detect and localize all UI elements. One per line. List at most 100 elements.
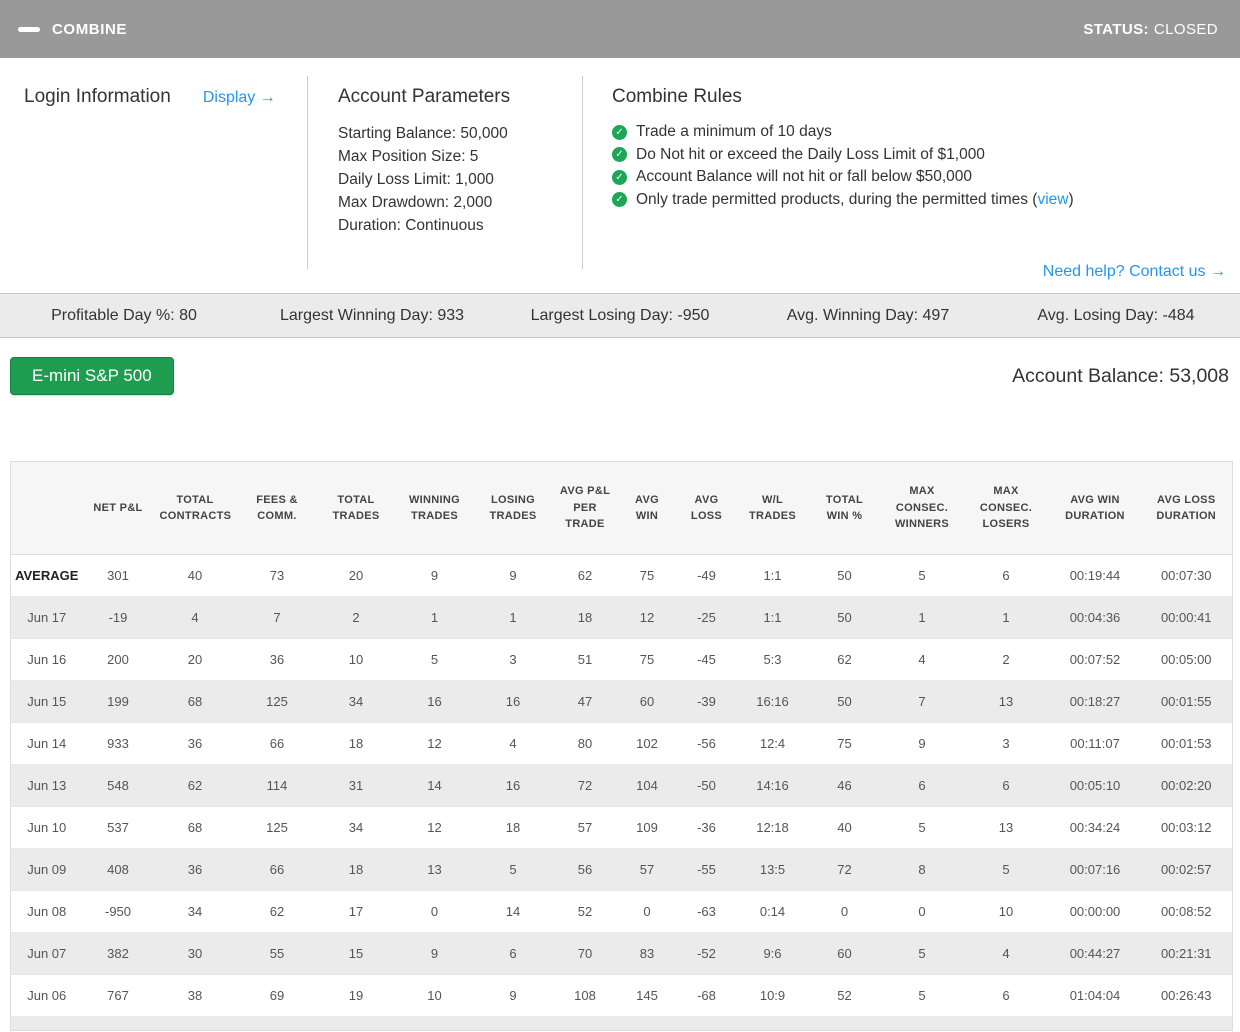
minimize-icon[interactable] [18, 26, 40, 32]
table-cell: 125 [266, 820, 288, 835]
table-cell: 34 [187, 904, 203, 919]
table-cell: 00:02:57 [1160, 862, 1212, 877]
table-cell: 62 [837, 652, 852, 667]
table-row: Jun 06 767 38 69 19 10 9 108 145 -68 10:9 52 5 6 01:04… [10, 974, 1233, 1017]
status-badge: STATUS: CLOSED [1083, 21, 1218, 38]
table-cell: -52 [697, 946, 716, 961]
table-cell: 00:07:52 [1069, 652, 1121, 667]
status-label: STATUS: [1083, 20, 1149, 38]
account-parameter: Duration: Continuous [338, 217, 484, 234]
table-cell: 408 [107, 862, 129, 877]
product-button[interactable]: E-mini S&P 500 [10, 357, 174, 395]
table-cell: 62 [187, 778, 203, 793]
stat-item: Avg. Winning Day: 497 [744, 307, 992, 325]
table-cell: 1 [430, 610, 439, 625]
status-value: CLOSED [1153, 20, 1218, 38]
table-cell: 20 [348, 568, 364, 583]
table-cell: 1 [1002, 610, 1010, 625]
table-cell: 5 [918, 988, 926, 1003]
table-cell: 00:44:27 [1069, 946, 1121, 961]
stat-value: 933 [437, 306, 465, 324]
table-cell: 80 [577, 736, 593, 751]
table-cell: 47 [577, 694, 593, 709]
daily-stats-table-wrap: NET P&L TOTAL CONTRACTS FEES & COMM. TOTAL … [10, 461, 1240, 1031]
table-cell: 40 [837, 820, 852, 835]
combine-title: COMBINE [52, 20, 128, 38]
table-cell: 00:08:52 [1160, 904, 1212, 919]
stat-item: Largest Winning Day: 933 [248, 307, 496, 325]
table-cell: 5 [918, 820, 926, 835]
table-cell: 00:19:44 [1069, 568, 1121, 583]
table-cell: 13:5 [759, 862, 786, 877]
table-row: Jun 16 200 20 36 10 5 3 51 75 -45 5:3 62 4 2 00:07:52 0… [10, 638, 1233, 681]
stat-label: Largest Losing Day: [530, 306, 678, 324]
column-header: TOTAL WIN % [807, 461, 882, 555]
account-parameter: Max Drawdown: 2,000 [338, 194, 493, 211]
table-cell: 00:11:07 [1070, 736, 1120, 751]
table-cell: 5 [918, 946, 926, 961]
column-header: NET P&L [82, 461, 154, 555]
table-cell: 114 [266, 778, 288, 793]
table-cell: 83 [639, 946, 655, 961]
table-row: AVERAGE 301 40 73 20 9 9 62 75 -49 1:1 50 5 6 00:19:44… [10, 554, 1233, 597]
table-cell: 16:16 [756, 694, 789, 709]
rule-text: Only trade permitted products, during th… [636, 190, 1074, 208]
display-link[interactable]: Display → [202, 89, 276, 106]
table-cell: 6 [1002, 568, 1010, 583]
table-cell: 2 [1002, 652, 1010, 667]
combine-rules-title: Combine Rules [612, 86, 742, 107]
table-cell: 5 [430, 652, 439, 667]
table-cell: 10:9 [759, 988, 786, 1003]
table-cell: 6 [1002, 778, 1010, 793]
check-icon: ✓ [612, 192, 627, 208]
row-label: AVERAGE [15, 568, 79, 583]
table-cell: 75 [639, 568, 655, 583]
table-cell: 933 [107, 736, 129, 751]
table-cell: 75 [837, 736, 852, 751]
table-cell: -68 [697, 988, 716, 1003]
table-cell: 34 [348, 820, 364, 835]
account-parameters-section: Account Parameters Starting Balance: 50,… [308, 58, 582, 293]
table-cell: 13 [427, 862, 442, 877]
contact-us-link[interactable]: Need help? Contact us → [1042, 263, 1226, 280]
table-cell: 00:07:30 [1160, 568, 1212, 583]
column-header: WINNING TRADES [394, 461, 475, 555]
table-row: Jun 09 408 36 66 18 13 5 56 57 -55 13:5 72 8 5 00:07:1… [10, 848, 1233, 891]
panel-divider [307, 76, 308, 269]
table-cell: 0:14 [759, 904, 786, 919]
table-cell: 9 [509, 568, 517, 583]
table-cell: 109 [636, 820, 658, 835]
table-cell: 537 [107, 820, 129, 835]
table-cell: 8 [918, 862, 926, 877]
table-cell: 4 [918, 652, 926, 667]
table-cell: 55 [269, 946, 285, 961]
table-cell: 00:34:24 [1069, 820, 1121, 835]
table-cell: 70 [577, 946, 593, 961]
row-label: Jun 06 [27, 988, 67, 1003]
stat-item: Avg. Losing Day: -484 [992, 307, 1240, 325]
table-cell: -63 [697, 904, 716, 919]
table-cell: 50 [837, 568, 852, 583]
table-cell: 36 [269, 652, 285, 667]
table-cell: 60 [639, 694, 655, 709]
combine-rules-list: ✓ Trade a minimum of 10 days ✓ Do Not hit o… [612, 121, 1240, 211]
table-cell: 145 [636, 988, 658, 1003]
table-cell: 6 [1002, 988, 1010, 1003]
table-cell: 73 [269, 568, 285, 583]
table-cell: 00:18:27 [1069, 694, 1121, 709]
view-link[interactable]: view [1037, 190, 1069, 208]
table-cell: 00:00:41 [1160, 610, 1212, 625]
table-cell: 382 [107, 946, 129, 961]
table-cell: 301 [107, 568, 129, 583]
stat-value: 497 [922, 306, 950, 324]
table-cell: 6 [918, 778, 926, 793]
combine-titlebar: COMBINE STATUS: CLOSED [0, 0, 1240, 58]
table-cell: -49 [697, 568, 716, 583]
table-cell: 4 [509, 736, 517, 751]
combine-rule: ✓ Trade a minimum of 10 days [612, 121, 1240, 144]
table-cell: 7 [273, 610, 281, 625]
table-cell: 00:03:12 [1160, 820, 1212, 835]
table-row: Jun 15 199 68 125 34 16 16 47 60 -39 16:16 50 7 13 00:… [10, 680, 1233, 723]
column-header: MAX CONSEC. WINNERS [881, 461, 963, 555]
login-information-title: Login Information [24, 86, 171, 107]
